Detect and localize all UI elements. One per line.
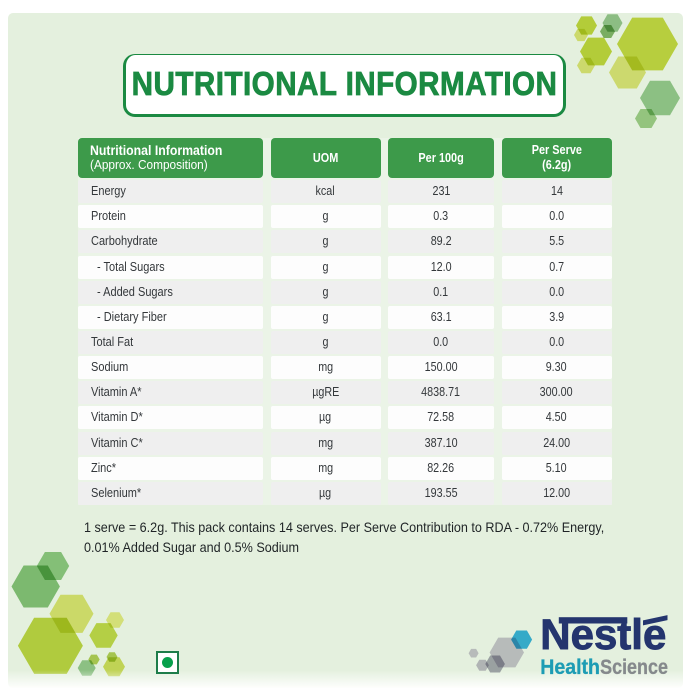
svg-text:Science: Science (600, 656, 668, 679)
svg-text:Health: Health (540, 656, 600, 679)
